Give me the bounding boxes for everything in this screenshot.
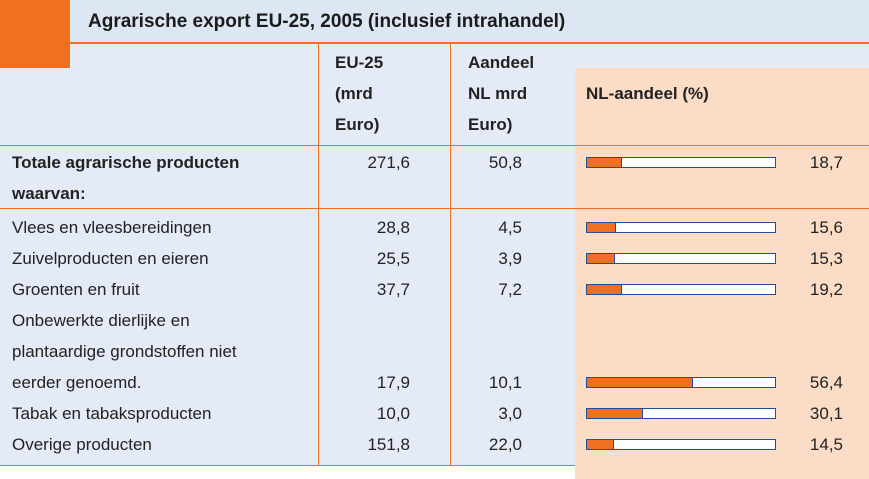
share-value: 18,7 (809, 153, 843, 172)
cell-value: 50,8 (488, 153, 522, 172)
rule (70, 42, 869, 44)
rule (450, 44, 451, 465)
cell-value: 17,9 (376, 373, 410, 392)
column-header: Euro) (468, 115, 513, 134)
cell-value: 37,7 (376, 280, 410, 299)
cell-value: 22,0 (488, 435, 522, 454)
column-header: EU-25 (335, 53, 384, 72)
row-label: Tabak en tabaksproducten (12, 404, 212, 423)
row-label: Overige producten (12, 435, 152, 454)
cell-value: 10,0 (376, 404, 410, 423)
cell-value: 3,0 (498, 404, 522, 423)
bar (586, 439, 614, 450)
cell-value: 25,5 (376, 249, 410, 268)
share-value: 15,6 (809, 218, 843, 237)
cell-value: 3,9 (498, 249, 522, 268)
rule (318, 44, 319, 465)
cell-value: 4,5 (498, 218, 522, 237)
row-label: Onbewerkte dierlijke en (12, 311, 190, 330)
row-label: Zuivelproducten en eieren (12, 249, 209, 268)
bar (586, 222, 616, 233)
cell-value: 28,8 (376, 218, 410, 237)
row-label: Totale agrarische producten (12, 153, 240, 172)
column-header: Aandeel (468, 53, 535, 72)
share-value: 56,4 (809, 373, 843, 392)
rule (0, 145, 869, 146)
bar (586, 284, 623, 295)
row-label: Groenten en fruit (12, 280, 140, 299)
rule (0, 208, 869, 209)
column-header: (mrd (335, 84, 373, 103)
share-value: 14,5 (809, 435, 843, 454)
column-header: NL-aandeel (%) (586, 84, 709, 103)
share-value: 15,3 (809, 249, 843, 268)
bar (586, 253, 616, 264)
cell-value: 10,1 (488, 373, 522, 392)
row-label: waarvan: (12, 184, 86, 203)
row-label: eerder genoemd. (12, 373, 142, 392)
bar (586, 377, 694, 388)
bar (586, 408, 644, 419)
accent-square (0, 0, 70, 68)
cell-value: 271,6 (367, 153, 410, 172)
cell-value: 151,8 (367, 435, 410, 454)
share-value: 19,2 (809, 280, 843, 299)
column-header: Euro) (335, 115, 380, 134)
row-label: Vlees en vleesbereidingen (12, 218, 212, 237)
title: Agrarische export EU-25, 2005 (inclusief… (88, 11, 566, 32)
column-header: NL mrd (468, 84, 528, 103)
title-bar (0, 0, 869, 42)
share-value: 30,1 (809, 404, 843, 423)
bar-track (586, 439, 776, 450)
rule (0, 465, 575, 466)
row-label: plantaardige grondstoffen niet (12, 342, 237, 361)
bar (586, 157, 622, 168)
cell-value: 7,2 (498, 280, 522, 299)
